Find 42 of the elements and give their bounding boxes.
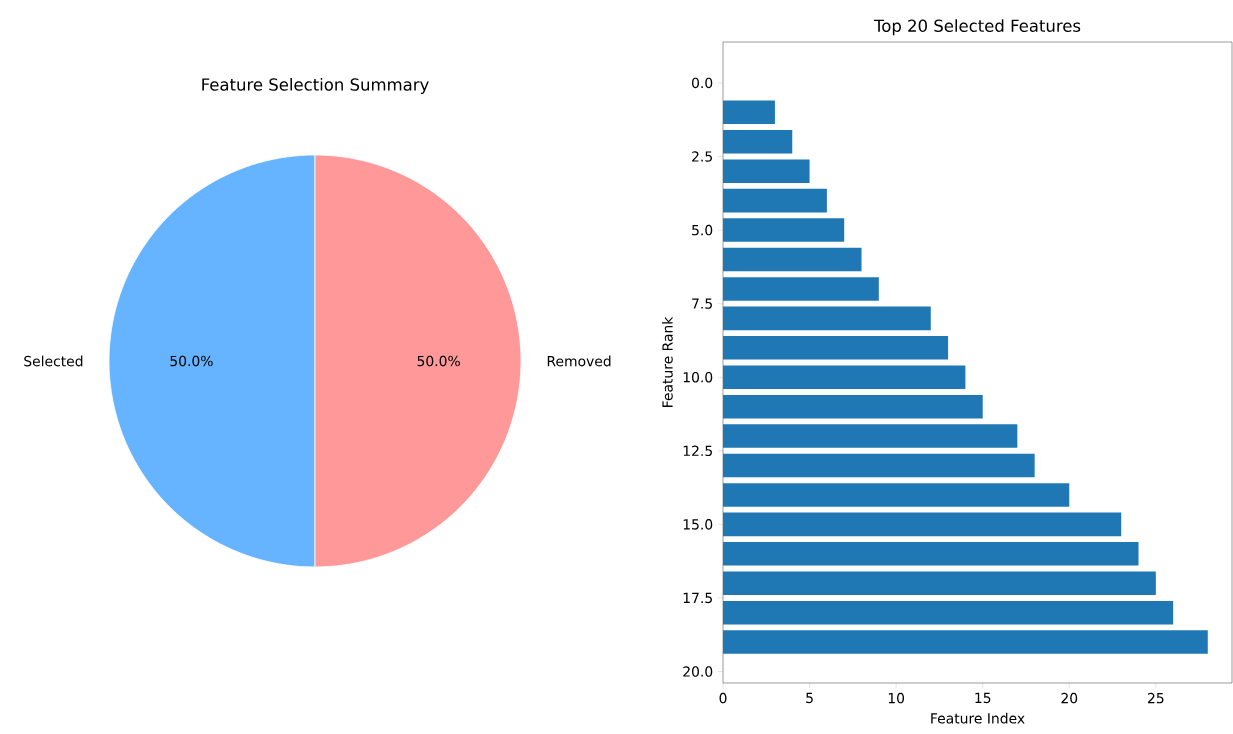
bar xyxy=(723,394,983,419)
chart-title: Top 20 Selected Features xyxy=(873,19,1081,36)
x-tick-label: 25 xyxy=(1148,692,1164,704)
y-tick-label: 20.0 xyxy=(683,666,713,677)
y-tick-label: 7.5 xyxy=(692,298,712,309)
y-tick-label: 15.0 xyxy=(683,519,713,530)
x-tick-label: 5 xyxy=(806,692,813,704)
bar xyxy=(723,218,845,242)
y-tick-label: 12.5 xyxy=(683,445,712,457)
y-tick-label: 5.0 xyxy=(692,224,713,236)
slice-label: Selected xyxy=(24,355,83,367)
y-tick-label: 10.0 xyxy=(683,371,713,383)
x-tick-label: 15 xyxy=(975,692,991,704)
bar xyxy=(723,247,862,272)
bar xyxy=(723,130,793,154)
bar xyxy=(723,453,1035,478)
x-tick-label: 20 xyxy=(1061,692,1078,704)
bar xyxy=(723,571,1156,596)
bar xyxy=(723,630,1208,654)
x-tick-label: 0 xyxy=(719,692,727,704)
data-label: 50.0% xyxy=(170,355,213,367)
x-axis-title: Feature Index xyxy=(931,712,1025,724)
bar xyxy=(723,159,810,183)
y-tick-label: 0.0 xyxy=(691,77,713,89)
bar xyxy=(723,365,966,389)
bar xyxy=(723,512,1122,537)
chart-title: Feature Selection Summary xyxy=(202,78,429,94)
bar xyxy=(723,100,775,125)
bar xyxy=(723,542,1139,566)
y-tick-label: 17.5 xyxy=(683,592,712,604)
bar xyxy=(723,336,949,360)
bar xyxy=(723,188,827,213)
bar xyxy=(723,600,1174,625)
x-tick-label: 10 xyxy=(888,692,905,704)
bar xyxy=(723,424,1018,448)
data-label: 50.0% xyxy=(417,355,460,367)
bar xyxy=(723,483,1070,507)
slice-label: Removed xyxy=(547,355,611,367)
y-axis-title: Feature Rank xyxy=(662,316,673,407)
y-tick-label: 2.5 xyxy=(692,151,712,162)
bar xyxy=(723,306,931,331)
bar xyxy=(723,277,879,301)
